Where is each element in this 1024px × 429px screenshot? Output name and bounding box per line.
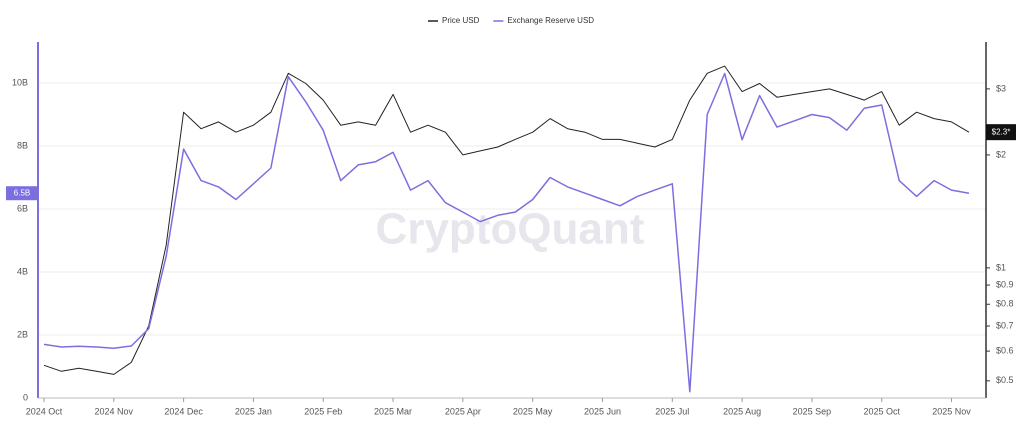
y-tick-label: 0	[23, 392, 28, 402]
x-tick-label: 2024 Nov	[95, 406, 134, 416]
x-tick-label: 2024 Oct	[26, 406, 63, 416]
x-tick-label: 2025 Sep	[793, 406, 832, 416]
legend-label: Price USD	[442, 16, 480, 25]
y2-tick-label: $0.8	[996, 299, 1014, 309]
x-tick-label: 2025 May	[513, 406, 553, 416]
x-tick-label: 2025 Jul	[655, 406, 689, 416]
y-tick-label: 4B	[17, 266, 28, 276]
current-value-label: $2.3*	[992, 127, 1011, 136]
y2-tick-label: $0.6	[996, 345, 1014, 355]
x-tick-label: 2025 Oct	[863, 406, 900, 416]
watermark: CryptoQuant	[376, 205, 645, 254]
x-tick-label: 2025 Jan	[235, 406, 272, 416]
legend-label: Exchange Reserve USD	[507, 16, 594, 25]
current-value-badge	[986, 124, 1016, 141]
y-tick-label: 8B	[17, 140, 28, 150]
y2-tick-label: $0.9	[996, 279, 1014, 289]
x-tick-label: 2025 Apr	[445, 406, 481, 416]
x-tick-label: 2025 Nov	[932, 406, 971, 416]
series-line	[43, 65, 970, 375]
x-tick-label: 2025 Aug	[723, 406, 761, 416]
y2-tick-label: $0.7	[996, 320, 1014, 330]
y-tick-label: 10B	[12, 77, 28, 87]
x-tick-label: 2024 Dec	[164, 406, 203, 416]
series-line	[43, 72, 970, 393]
y2-tick-label: $0.5	[996, 375, 1014, 385]
current-value-badge	[6, 186, 38, 201]
y2-tick-label: $2	[996, 149, 1006, 159]
y-tick-label: 2B	[17, 329, 28, 339]
y-tick-label: 6B	[17, 203, 28, 213]
y2-tick-label: $3	[996, 83, 1006, 93]
current-value-label: 6.5B	[14, 188, 30, 197]
x-tick-label: 2025 Feb	[304, 406, 342, 416]
y2-tick-label: $1	[996, 262, 1006, 272]
x-tick-label: 2025 Jun	[584, 406, 621, 416]
x-tick-label: 2025 Mar	[374, 406, 412, 416]
